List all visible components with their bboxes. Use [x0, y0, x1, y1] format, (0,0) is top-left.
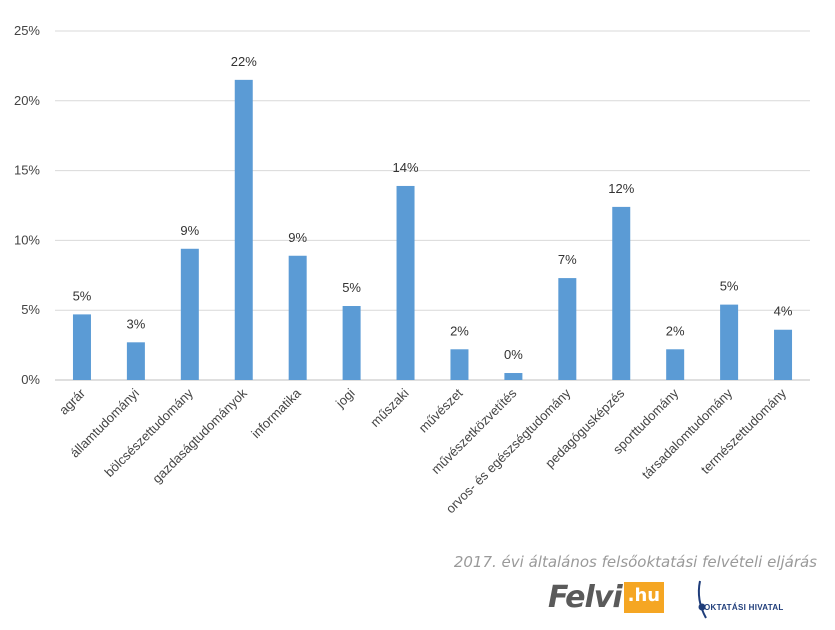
- data-label: 5%: [342, 280, 361, 295]
- category-label: műszaki: [367, 385, 411, 429]
- category-label: agrár: [56, 385, 89, 418]
- data-label: 9%: [180, 223, 199, 238]
- bar: [720, 304, 739, 380]
- bar: [396, 185, 415, 380]
- y-tick-label: 20%: [14, 93, 40, 108]
- bar: [126, 342, 145, 380]
- bar: [450, 349, 469, 380]
- oktatasi-hivatal-logo-icon: [697, 580, 707, 619]
- data-label: 5%: [73, 288, 92, 303]
- felvi-logo-suffix: .hu: [623, 581, 665, 613]
- y-tick-label: 5%: [21, 302, 40, 317]
- bar: [72, 314, 91, 380]
- data-label: 12%: [608, 181, 634, 196]
- y-tick-label: 15%: [14, 163, 40, 178]
- bar: [180, 248, 199, 380]
- x-axis-category-labels: agrárállamtudományibölcsészettudománygaz…: [56, 385, 789, 516]
- category-label: bölcsészettudomány: [102, 385, 197, 480]
- footer-caption: 2017. évi általános felsőoktatási felvét…: [453, 553, 817, 571]
- bar: [558, 278, 577, 380]
- bar-chart: 0% 5% 10% 15% 20% 25% 5% 3% 9% 22% 9% 5% 14% 2% 0% 7% 1…: [14, 23, 810, 516]
- category-label: gazdaságtudományok: [149, 385, 250, 486]
- data-label: 5%: [720, 279, 739, 294]
- bar: [774, 329, 793, 380]
- y-tick-label: 0%: [21, 372, 40, 387]
- felvi-logo: Felvi .hu: [548, 579, 665, 615]
- data-label: 4%: [774, 304, 793, 319]
- bar: [666, 349, 685, 380]
- oktatasi-hivatal-logo-text: OKTATÁSI HIVATAL: [704, 603, 784, 612]
- data-label: 14%: [393, 160, 419, 175]
- data-label: 7%: [558, 252, 577, 267]
- bar: [504, 373, 523, 380]
- category-label: művészet: [416, 385, 466, 435]
- bars: [72, 79, 793, 381]
- bar: [234, 79, 253, 381]
- felvi-logo-text: Felvi: [548, 579, 623, 615]
- data-label: 9%: [288, 230, 307, 245]
- y-tick-label: 10%: [14, 232, 40, 247]
- data-label: 0%: [504, 347, 523, 362]
- y-axis-tick-labels: 0% 5% 10% 15% 20% 25%: [14, 23, 40, 387]
- category-label: informatika: [248, 385, 304, 441]
- bar: [342, 306, 361, 380]
- data-label: 2%: [450, 323, 469, 338]
- data-label: 3%: [126, 316, 145, 331]
- bar: [288, 255, 307, 380]
- category-label: jogi: [332, 385, 358, 411]
- bar: [612, 206, 631, 380]
- y-tick-label: 25%: [14, 23, 40, 38]
- gridlines: [55, 30, 810, 381]
- category-label: társadalomtudomány: [639, 385, 736, 482]
- data-label: 22%: [231, 54, 257, 69]
- data-labels: 5% 3% 9% 22% 9% 5% 14% 2% 0% 7% 12% 2% 5% 4%: [73, 54, 793, 362]
- data-label: 2%: [666, 323, 685, 338]
